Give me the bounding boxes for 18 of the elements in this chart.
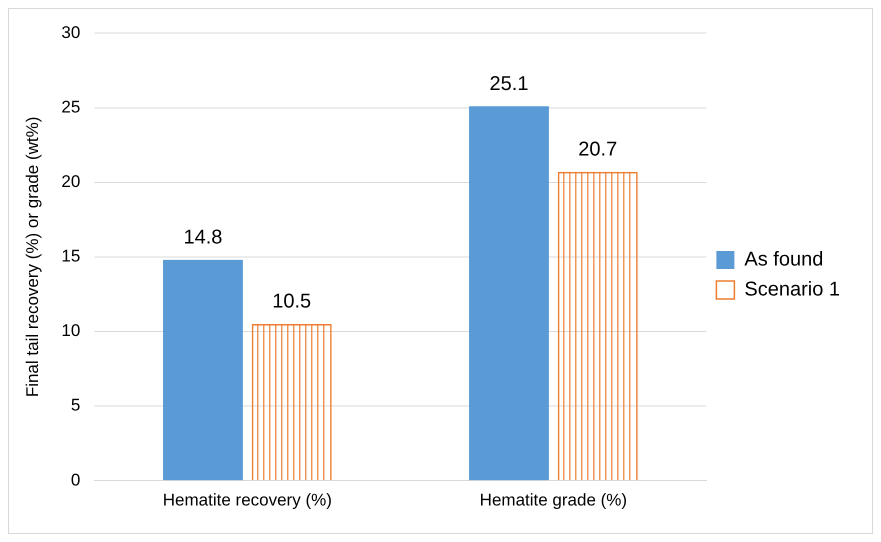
bar <box>469 106 549 480</box>
y-axis-title: Final tail recovery (%) or grade (wt%) <box>22 116 42 398</box>
data-label: 10.5 <box>272 290 312 313</box>
x-tick-label: Hematite recovery (%) <box>162 490 332 510</box>
data-label: 20.7 <box>578 138 618 160</box>
bar <box>163 260 243 480</box>
y-tick-label: 10 <box>61 321 80 340</box>
data-label: 14.8 <box>183 226 222 248</box>
y-tick-label: 25 <box>61 97 80 116</box>
legend-label: Scenario 1 <box>744 278 840 301</box>
x-tick-label: Hematite grade (%) <box>480 490 628 510</box>
y-tick-label: 30 <box>61 22 80 42</box>
y-tick-label: 15 <box>61 246 80 266</box>
y-tick-label: 0 <box>70 470 80 490</box>
y-tick-label: 5 <box>70 396 80 415</box>
data-label: 25.1 <box>490 72 528 95</box>
y-tick-label: 20 <box>61 172 80 192</box>
legend-label: As found <box>744 248 824 271</box>
